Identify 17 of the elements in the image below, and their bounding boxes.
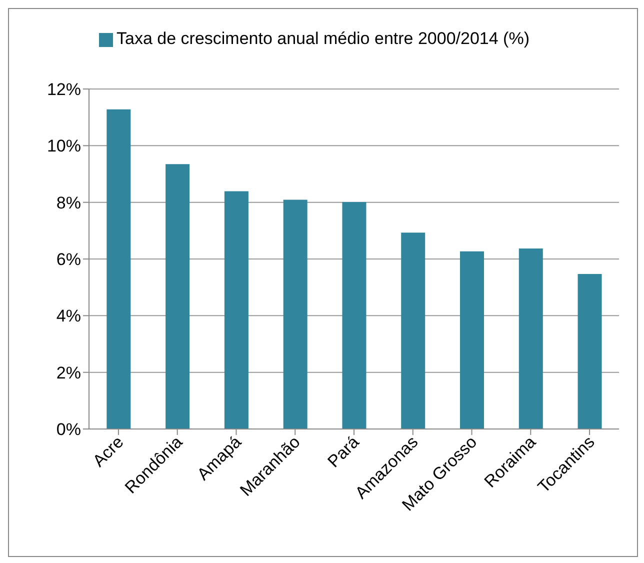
legend-label: Taxa de crescimento anual médio entre 2000/2014 (%) <box>116 29 530 48</box>
y-tick-label: 8% <box>56 193 81 212</box>
y-tick-label: 4% <box>56 306 81 326</box>
y-tick-label: 6% <box>56 250 81 270</box>
bar <box>342 202 366 429</box>
bar <box>518 248 543 429</box>
bar <box>460 251 484 429</box>
bar <box>401 232 426 429</box>
y-tick-label: 10% <box>46 136 81 156</box>
bar <box>578 274 602 429</box>
bar <box>224 191 248 429</box>
bar <box>166 164 190 429</box>
bar <box>106 109 131 429</box>
y-tick-label: 2% <box>56 363 81 382</box>
y-tick-label: 12% <box>46 80 81 100</box>
y-tick-label: 0% <box>56 420 81 440</box>
bar <box>283 200 308 429</box>
